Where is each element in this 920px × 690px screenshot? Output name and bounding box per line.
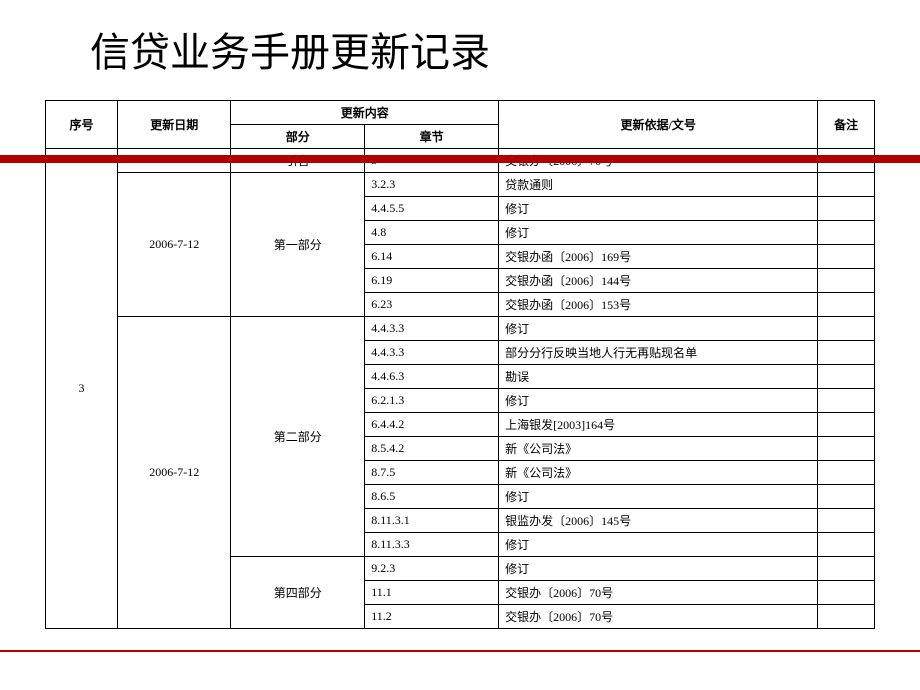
- table-row: 2006-7-12第二部分4.4.3.3修订: [46, 317, 875, 341]
- update-table: 序号 更新日期 更新内容 更新依据/文号 备注 部分 章节 3引言5交银办〔20…: [45, 100, 875, 629]
- cell-note: [818, 173, 875, 197]
- cell-note: [818, 293, 875, 317]
- cell-note: [818, 221, 875, 245]
- cell-chapter: 3.2.3: [365, 173, 499, 197]
- cell-chapter: 6.23: [365, 293, 499, 317]
- th-part: 部分: [231, 125, 365, 149]
- cell-chapter: 6.2.1.3: [365, 389, 499, 413]
- cell-note: [818, 509, 875, 533]
- cell-basis: 修订: [499, 485, 818, 509]
- cell-basis: 交银办函〔2006〕153号: [499, 293, 818, 317]
- cell-basis: 部分分行反映当地人行无再贴现名单: [499, 341, 818, 365]
- update-table-wrapper: 序号 更新日期 更新内容 更新依据/文号 备注 部分 章节 3引言5交银办〔20…: [45, 100, 875, 629]
- cell-basis: 修订: [499, 557, 818, 581]
- cell-basis: 贷款通则: [499, 173, 818, 197]
- cell-note: [818, 341, 875, 365]
- cell-note: [818, 317, 875, 341]
- th-note: 备注: [818, 101, 875, 149]
- cell-chapter: 4.4.3.3: [365, 341, 499, 365]
- cell-chapter: 8.6.5: [365, 485, 499, 509]
- th-basis: 更新依据/文号: [499, 101, 818, 149]
- cell-chapter: 6.14: [365, 245, 499, 269]
- cell-note: [818, 365, 875, 389]
- cell-basis: 交银办〔2006〕70号: [499, 605, 818, 629]
- cell-chapter: 4.8: [365, 221, 499, 245]
- table-row: 2006-7-12第一部分3.2.3贷款通则: [46, 173, 875, 197]
- cell-chapter: 8.7.5: [365, 461, 499, 485]
- cell-note: [818, 485, 875, 509]
- cell-basis: 修订: [499, 533, 818, 557]
- cell-chapter: 11.2: [365, 605, 499, 629]
- cell-part: 第二部分: [231, 317, 365, 557]
- cell-basis: 勘误: [499, 365, 818, 389]
- cell-chapter: 4.4.6.3: [365, 365, 499, 389]
- th-date: 更新日期: [118, 101, 231, 149]
- table-header: 序号 更新日期 更新内容 更新依据/文号 备注 部分 章节: [46, 101, 875, 149]
- cell-note: [818, 581, 875, 605]
- cell-note: [818, 533, 875, 557]
- cell-basis: 交银办〔2006〕70号: [499, 581, 818, 605]
- cell-basis: 交银办函〔2006〕169号: [499, 245, 818, 269]
- cell-chapter: 4.4.5.5: [365, 197, 499, 221]
- cell-chapter: 6.19: [365, 269, 499, 293]
- cell-note: [818, 437, 875, 461]
- cell-chapter: 6.4.4.2: [365, 413, 499, 437]
- th-chapter: 章节: [365, 125, 499, 149]
- cell-basis: 新《公司法》: [499, 437, 818, 461]
- cell-chapter: 8.11.3.3: [365, 533, 499, 557]
- cell-basis: 上海银发[2003]164号: [499, 413, 818, 437]
- page-title: 信贷业务手册更新记录: [90, 20, 490, 78]
- cell-chapter: 8.11.3.1: [365, 509, 499, 533]
- cell-note: [818, 269, 875, 293]
- cell-chapter: 8.5.4.2: [365, 437, 499, 461]
- cell-chapter: 11.1: [365, 581, 499, 605]
- decoration-red-line-bottom: [0, 650, 920, 652]
- cell-basis: 修订: [499, 389, 818, 413]
- cell-note: [818, 197, 875, 221]
- cell-note: [818, 605, 875, 629]
- cell-note: [818, 461, 875, 485]
- cell-chapter: 9.2.3: [365, 557, 499, 581]
- th-content: 更新内容: [231, 101, 499, 125]
- cell-note: [818, 413, 875, 437]
- cell-note: [818, 557, 875, 581]
- cell-chapter: 4.4.3.3: [365, 317, 499, 341]
- cell-basis: 修订: [499, 317, 818, 341]
- cell-basis: 交银办函〔2006〕144号: [499, 269, 818, 293]
- cell-seq: 3: [46, 149, 118, 629]
- decoration-red-bar-top: [0, 155, 920, 163]
- cell-basis: 修订: [499, 221, 818, 245]
- cell-basis: 银监办发〔2006〕145号: [499, 509, 818, 533]
- cell-note: [818, 389, 875, 413]
- cell-part: 第一部分: [231, 173, 365, 317]
- cell-date: 2006-7-12: [118, 173, 231, 317]
- cell-basis: 新《公司法》: [499, 461, 818, 485]
- cell-date: 2006-7-12: [118, 317, 231, 629]
- cell-basis: 修订: [499, 197, 818, 221]
- table-body: 3引言5交银办〔2006〕70号2006-7-12第一部分3.2.3贷款通则4.…: [46, 149, 875, 629]
- cell-note: [818, 245, 875, 269]
- cell-part: 第四部分: [231, 557, 365, 629]
- th-seq: 序号: [46, 101, 118, 149]
